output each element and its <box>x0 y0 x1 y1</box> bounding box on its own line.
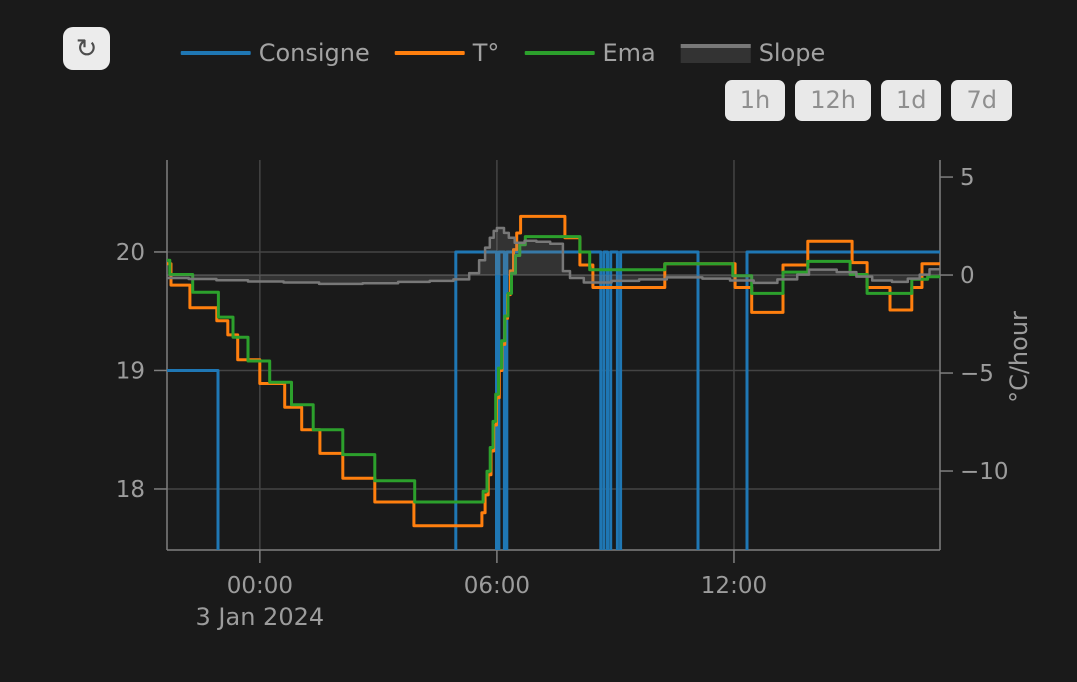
refresh-icon: ↻ <box>75 33 98 64</box>
x-tick-label: 00:00 <box>227 573 293 599</box>
axes <box>154 160 953 563</box>
series-line-2 <box>167 235 940 504</box>
x-tick-label: 06:00 <box>464 573 530 599</box>
series-line-0 <box>167 250 940 550</box>
legend-line-swatch-ema <box>524 51 595 55</box>
series-line-3 <box>167 226 940 286</box>
right-tick-label: −5 <box>960 361 994 387</box>
range-button-1d[interactable]: 1d <box>880 80 942 121</box>
right-axis-title: °C/hour <box>1005 311 1033 403</box>
left-tick-label: 20 <box>116 240 145 266</box>
range-button-7d[interactable]: 7d <box>951 80 1012 121</box>
range-button-group: 1h 12h 1d 7d <box>724 80 1012 121</box>
left-tick-label: 19 <box>116 358 145 384</box>
left-tick-label: 18 <box>116 477 145 503</box>
legend-item-slope[interactable]: Slope <box>680 39 826 67</box>
legend-area-swatch-slope <box>680 43 751 63</box>
series-area-slope <box>167 228 940 284</box>
legend-label-slope: Slope <box>758 39 826 67</box>
legend-item-temperature[interactable]: T° <box>394 39 500 67</box>
right-tick-label: −10 <box>960 459 1009 485</box>
legend-item-ema[interactable]: Ema <box>524 39 656 67</box>
chart-legend: Consigne T° Ema Slope <box>180 39 826 67</box>
gridlines <box>167 160 940 550</box>
legend-label-consigne: Consigne <box>258 39 370 67</box>
x-axis-date-label: 3 Jan 2024 <box>196 603 325 631</box>
legend-label-temperature: T° <box>472 39 500 67</box>
series-layer <box>167 214 940 550</box>
legend-label-ema: Ema <box>602 39 656 67</box>
right-tick-label: 5 <box>960 165 975 191</box>
refresh-button[interactable]: ↻ <box>63 27 110 70</box>
range-button-12h[interactable]: 12h <box>795 80 871 121</box>
legend-item-consigne[interactable]: Consigne <box>180 39 370 67</box>
right-tick-label: 0 <box>960 263 975 289</box>
range-button-1h[interactable]: 1h <box>724 80 786 121</box>
legend-line-swatch-temperature <box>394 51 465 55</box>
x-tick-label: 12:00 <box>701 573 767 599</box>
legend-line-swatch-consigne <box>180 51 251 55</box>
axis-labels: 18 19 20 5 0 −5 −10 00:00 06:00 12:00 3 Jan 2024 °C… <box>116 165 1033 631</box>
